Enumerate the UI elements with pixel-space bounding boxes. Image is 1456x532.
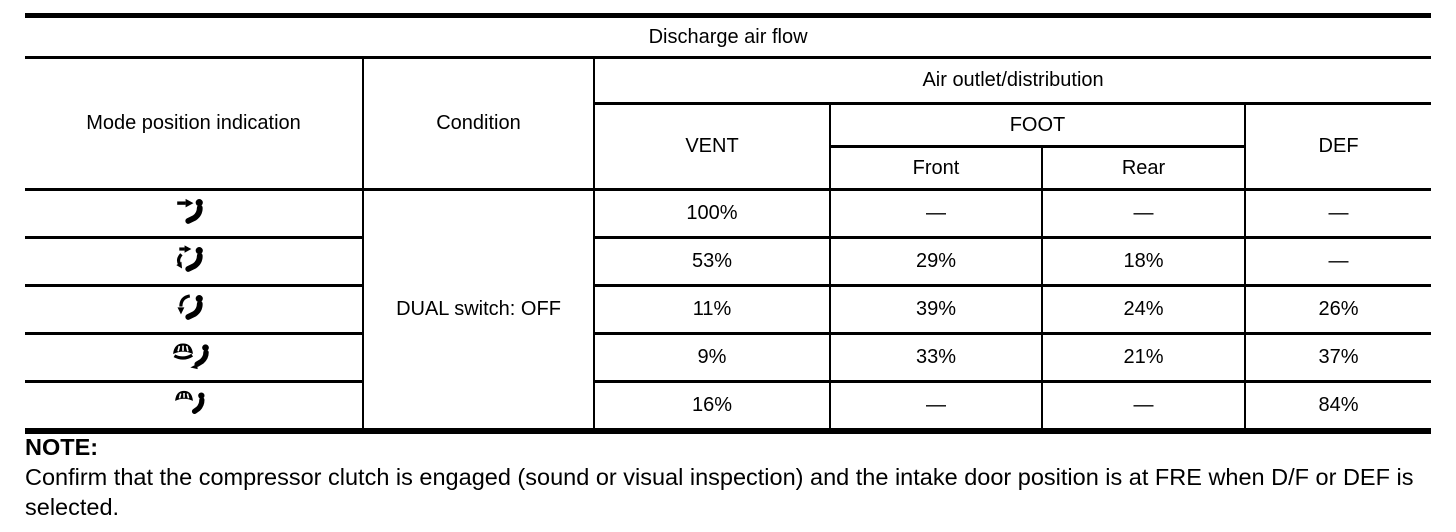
foot-rear-value-cell: 21% [1041,332,1246,383]
vent-value-cell: 16% [593,380,831,433]
table-row: 16% — — 84% [25,380,1432,433]
table-title: Discharge air flow [25,14,1432,59]
col-header-foot: FOOT [829,102,1246,148]
foot-rear-value-cell: — [1041,188,1246,239]
vent-value-cell: 53% [593,236,831,287]
mode-icon-cell [25,188,364,239]
foot-rear-value-cell: 24% [1041,284,1246,335]
mode-icon-cell [25,284,364,335]
note-block: NOTE: Confirm that the compressor clutch… [25,432,1437,522]
vent-value-cell: 11% [593,284,831,335]
col-header-def: DEF [1243,102,1432,191]
mode-icon-cell [25,332,364,383]
col-header-condition: Condition [362,56,595,191]
mode-icon-cell [25,380,364,433]
foot-rear-value-cell: — [1041,380,1246,433]
defrost-mode-icon [173,388,215,424]
table-row: 11% 39% 24% 26% [25,284,1432,335]
def-value-cell: — [1243,188,1432,239]
foot-mode-icon [173,292,215,328]
defrost-foot-mode-icon [171,340,217,376]
def-value-cell: 26% [1243,284,1432,335]
vent-value-cell: 9% [593,332,831,383]
foot-front-value-cell: — [829,380,1043,433]
col-header-air-outlet: Air outlet/distribution [592,56,1432,105]
col-header-vent: VENT [593,102,831,191]
foot-front-value-cell: — [829,188,1043,239]
mode-icon-cell [25,236,364,287]
foot-rear-value-cell: 18% [1041,236,1246,287]
table-row: 53% 29% 18% — [25,236,1432,287]
foot-front-value-cell: 39% [829,284,1043,335]
note-text: Confirm that the compressor clutch is en… [25,464,1414,520]
condition-value-cell: DUAL switch: OFF [362,188,595,433]
table-row: DUAL switch: OFF 100% — — — [25,188,1432,433]
col-header-foot-front: Front [829,145,1043,191]
def-value-cell: — [1243,236,1432,287]
def-value-cell: 84% [1243,380,1432,433]
foot-front-value-cell: 29% [829,236,1043,287]
col-header-foot-rear: Rear [1041,145,1246,191]
bilevel-mode-icon [173,244,215,280]
foot-front-value-cell: 33% [829,332,1043,383]
discharge-air-flow-table: Discharge air flow Mode position indicat… [25,13,1432,434]
vent-value-cell: 100% [593,188,831,239]
table-row: 9% 33% 21% 37% [25,332,1432,383]
def-value-cell: 37% [1243,332,1432,383]
note-label: NOTE: [25,434,99,460]
col-header-mode-position: Mode position indication [25,56,364,191]
vent-mode-icon [173,196,215,232]
